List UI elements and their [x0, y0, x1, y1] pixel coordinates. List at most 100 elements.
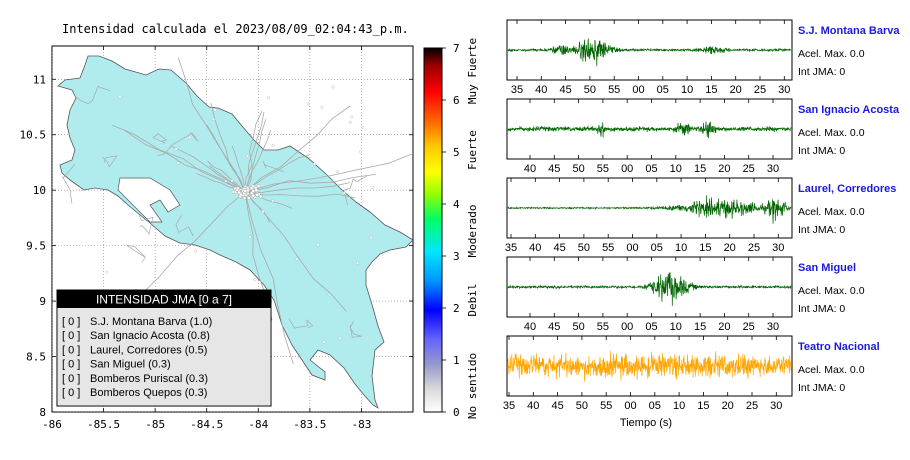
intensity-colorbar: 0 1 2 3 4 5 6 7 No sentido Debil Moderado Fuerte Mu… — [423, 38, 479, 419]
map-title: Intensidad calculada el 2023/08/09_02:04… — [62, 22, 409, 36]
waveform-tick-label: 00 — [626, 242, 638, 254]
waveform-tick-label: 05 — [645, 163, 657, 175]
waveform-tick-label: 00 — [624, 400, 636, 412]
waveform-tick-label: 40 — [527, 400, 539, 412]
lat-tick-label: 9.5 — [26, 240, 46, 253]
waveform-tick-label: 20 — [722, 400, 734, 412]
waveform-tick-label: 10 — [681, 84, 693, 96]
waveform-tick-label: 55 — [608, 84, 620, 96]
waveform-tick-label: 50 — [578, 242, 590, 254]
waveform-tick-label: 30 — [770, 400, 782, 412]
station-info: Int JMA: 0 — [798, 382, 845, 394]
waveform-tick-label: 30 — [778, 84, 790, 96]
waveform-trace — [507, 121, 792, 139]
waveform-tick-label: 20 — [730, 84, 742, 96]
waveform-tick-label: 25 — [743, 321, 755, 333]
waveform-tick-label: 50 — [576, 400, 588, 412]
waveform-tick-label: 05 — [649, 400, 661, 412]
station-name: San Miguel — [798, 262, 856, 274]
colorbar-tick-label: 5 — [453, 146, 460, 159]
waveform-tick-label: 25 — [743, 163, 755, 175]
colorbar-tick-label: 6 — [453, 94, 460, 107]
waveform-tick-label: 15 — [694, 163, 706, 175]
wave-xlabel: Tiempo (s) — [620, 417, 672, 429]
lon-tick-label: -85.5 — [87, 418, 120, 431]
waveform-panels: 35 40 45 50 55 00 05 10 15 20 25 30 S.J. Montana Bar… — [503, 19, 900, 412]
waveform-tick-label: 40 — [524, 321, 536, 333]
waveform-trace — [507, 350, 792, 382]
lat-tick-label: 10 — [33, 184, 46, 197]
waveform-tick-label: 00 — [632, 84, 644, 96]
waveform-tick-label: 15 — [705, 84, 717, 96]
waveform-tick-label: 05 — [645, 321, 657, 333]
station-name: Teatro Nacional — [798, 341, 880, 353]
waveform-tick-label: 20 — [724, 242, 736, 254]
waveform-tick-label: 40 — [524, 163, 536, 175]
colorbar-tick-label: 7 — [453, 42, 460, 55]
station-name: S.J. Montana Barva — [798, 25, 900, 37]
colorbar-category-label: No sentido — [466, 353, 479, 419]
lat-tick-label: 10.5 — [20, 129, 47, 142]
waveform-tick-label: 45 — [553, 242, 565, 254]
legend-item-level: [ 0 ] — [62, 359, 80, 371]
station-info: Int JMA: 0 — [798, 224, 845, 236]
station-info: Int JMA: 0 — [798, 66, 845, 78]
waveform-tick-label: 05 — [657, 84, 669, 96]
legend-item-level: [ 0 ] — [62, 316, 80, 328]
legend-item-level: [ 0 ] — [62, 387, 80, 399]
legend-title: INTENSIDAD JMA [0 a 7] — [96, 293, 232, 307]
waveform-tick-label: 55 — [600, 400, 612, 412]
station-name: San Ignacio Acosta — [798, 104, 900, 116]
waveform-tick-label: 50 — [572, 321, 584, 333]
waveform-tick-label: 45 — [559, 84, 571, 96]
waveform-trace — [507, 195, 792, 224]
waveform-tick-label: 00 — [621, 163, 633, 175]
colorbar-tick-label: 3 — [453, 250, 460, 263]
colorbar-tick-label: 1 — [453, 354, 460, 367]
colorbar-category-label: Fuerte — [466, 130, 479, 170]
waveform-tick-label: 10 — [670, 321, 682, 333]
waveform-tick-label: 05 — [651, 242, 663, 254]
legend-item-name: San Miguel (0.3) — [90, 359, 171, 371]
waveform-tick-label: 25 — [754, 84, 766, 96]
legend-item-name: San Ignacio Acosta (0.8) — [90, 330, 210, 342]
waveform-panel: 40 45 50 55 00 05 10 15 20 25 30 San Miguel Acel. Ma… — [506, 256, 865, 333]
lon-tick-label: -85 — [145, 418, 165, 431]
waveform-tick-label: 15 — [699, 242, 711, 254]
lon-tick-label: -84 — [248, 418, 268, 431]
waveform-tick-label: 10 — [675, 242, 687, 254]
waveform-tick-label: 15 — [694, 321, 706, 333]
waveform-tick-label: 20 — [718, 163, 730, 175]
legend-item-level: [ 0 ] — [62, 344, 80, 356]
station-info: Acel. Max. 0.0 — [798, 48, 865, 60]
waveform-tick-label: 15 — [697, 400, 709, 412]
station-info: Int JMA: 0 — [798, 145, 845, 157]
station-info: Acel. Max. 0.0 — [798, 127, 865, 139]
waveform-panel: 35 40 45 50 55 00 05 10 15 20 25 30 S.J. Montana Bar… — [506, 19, 900, 96]
lon-tick-label: -83.5 — [293, 418, 326, 431]
legend-item-level: [ 0 ] — [62, 373, 80, 385]
lat-tick-label: 11 — [33, 73, 46, 86]
waveform-tick-label: 45 — [551, 400, 563, 412]
waveform-tick-label: 40 — [535, 84, 547, 96]
waveform-tick-label: 45 — [548, 163, 560, 175]
station-info: Acel. Max. 0.0 — [798, 364, 865, 376]
waveform-tick-label: 45 — [548, 321, 560, 333]
legend-item-name: Bomberos Puriscal (0.3) — [90, 373, 208, 385]
lat-tick-label: 9 — [39, 295, 46, 308]
waveform-tick-label: 00 — [621, 321, 633, 333]
waveform-trace — [507, 272, 792, 306]
colorbar-gradient — [423, 47, 443, 413]
station-info: Int JMA: 0 — [798, 303, 845, 315]
waveform-trace — [507, 38, 792, 67]
lon-tick-label: -83 — [351, 418, 371, 431]
legend-item-name: S.J. Montana Barva (1.0) — [90, 316, 212, 328]
waveform-panel: 35 40 45 50 55 00 05 10 15 20 25 30 Laurel, Corredor… — [505, 177, 896, 254]
waveform-tick-label: 50 — [572, 163, 584, 175]
colorbar-category-label: Moderado — [466, 205, 479, 258]
waveform-tick-label: 25 — [746, 400, 758, 412]
lat-tick-label: 8 — [39, 406, 46, 419]
legend-item-name: Laurel, Corredores (0.5) — [90, 344, 207, 356]
map-axis-ticks: -86 -85.5 -85 -84.5 -84 -83.5 -83 8 8.5 9 9.5 10 10.… — [20, 46, 413, 431]
waveform-tick-label: 25 — [748, 242, 760, 254]
